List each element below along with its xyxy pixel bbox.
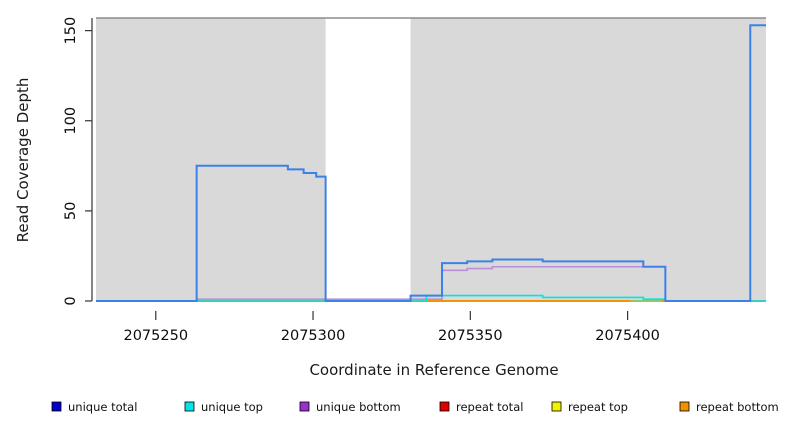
- chart-legend: unique total unique top unique bottom repea…: [51, 400, 779, 414]
- legend-item-unique-top[interactable]: unique top: [184, 400, 263, 414]
- x-axis-title: Coordinate in Reference Genome: [309, 361, 558, 379]
- y-tick-label: 0: [63, 296, 79, 305]
- legend-item-repeat-bottom[interactable]: repeat bottom: [679, 400, 779, 414]
- data-series-group: [96, 24, 766, 302]
- legend-item-unique-total[interactable]: unique total: [51, 400, 137, 414]
- legend-item-repeat-top[interactable]: repeat top: [551, 400, 628, 414]
- y-tick-label: 100: [63, 107, 79, 135]
- legend-swatch-repeat-total: [439, 401, 450, 412]
- y-tick-label: 50: [63, 202, 79, 220]
- legend-label-unique-bottom: unique bottom: [316, 400, 401, 414]
- legend-swatch-repeat-top: [551, 401, 562, 412]
- legend-label-unique-top: unique top: [201, 400, 263, 414]
- legend-item-repeat-total[interactable]: repeat total: [439, 400, 523, 414]
- legend-label-repeat-top: repeat top: [568, 400, 628, 414]
- x-tick-label: 2075300: [281, 328, 346, 344]
- y-tick-label: 150: [63, 17, 79, 45]
- legend-item-unique-bottom[interactable]: unique bottom: [299, 400, 401, 414]
- y-axis-title: Read Coverage Depth: [14, 78, 32, 243]
- legend-swatch-repeat-bottom: [679, 401, 690, 412]
- x-tick-label: 2075400: [595, 328, 660, 344]
- panel-background-left: [96, 18, 326, 301]
- series-line-unique-total: [96, 24, 766, 302]
- legend-swatch-unique-bottom: [299, 401, 310, 412]
- legend-swatch-unique-total: [51, 401, 62, 412]
- legend-label-unique-total: unique total: [68, 400, 137, 414]
- legend-label-repeat-total: repeat total: [456, 400, 523, 414]
- legend-label-repeat-bottom: repeat bottom: [696, 400, 779, 414]
- series-line-unique-top: [96, 294, 766, 302]
- x-tick-label: 2075350: [438, 328, 503, 344]
- x-tick-label: 2075250: [123, 328, 188, 344]
- axes-group: 0 50 100 150 2075250 2075300 2075350 2075400: [63, 17, 660, 344]
- panel-background-right: [410, 18, 766, 301]
- plot-panel: [96, 17, 766, 301]
- legend-swatch-unique-top: [184, 401, 195, 412]
